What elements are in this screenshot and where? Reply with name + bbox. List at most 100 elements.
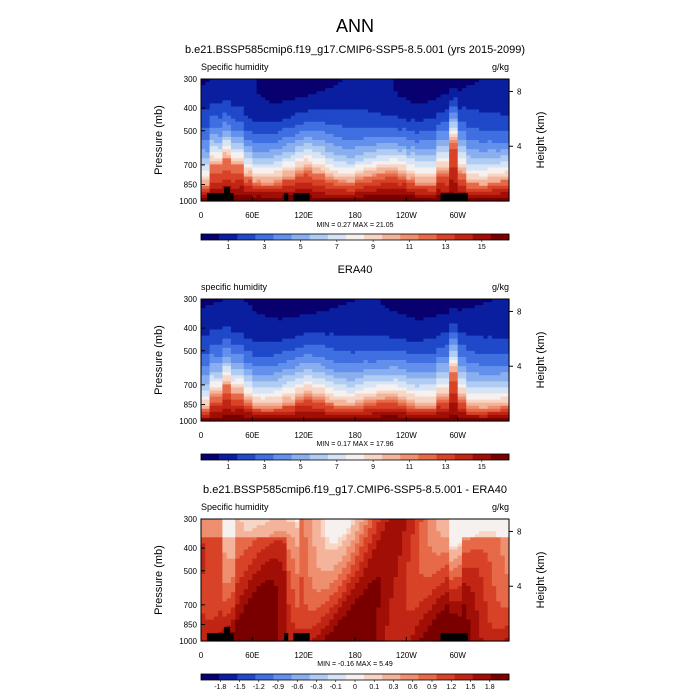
field-cell xyxy=(504,167,510,172)
field-cell xyxy=(496,326,502,331)
field-cell xyxy=(299,335,305,340)
field-cell xyxy=(474,130,480,135)
field-cell xyxy=(427,127,433,132)
field-cell xyxy=(218,136,223,141)
field-cell xyxy=(346,94,352,98)
field-cell xyxy=(397,369,403,373)
field-cell xyxy=(479,353,484,358)
field-cell xyxy=(325,85,330,89)
field-cell xyxy=(427,188,433,193)
field-cell xyxy=(222,124,228,129)
field-cell xyxy=(444,109,450,114)
field-cell xyxy=(427,369,433,373)
field-cell xyxy=(376,314,382,318)
field-cell xyxy=(303,170,309,175)
field-cell xyxy=(282,133,288,138)
field-cell xyxy=(363,332,369,337)
field-cell xyxy=(496,366,502,370)
field-cell xyxy=(402,115,407,120)
field-cell xyxy=(205,109,211,114)
field-cell xyxy=(461,103,467,108)
field-cell xyxy=(406,103,412,108)
field-cell xyxy=(483,91,489,95)
field-cell xyxy=(346,118,352,123)
field-cell xyxy=(423,176,429,181)
field-cell xyxy=(252,381,258,385)
field-cell xyxy=(218,167,223,172)
field-cell xyxy=(333,94,339,98)
field-cell xyxy=(209,124,215,129)
field-cell xyxy=(483,329,489,334)
field-cell xyxy=(376,167,382,172)
field-cell xyxy=(342,182,348,187)
field-cell xyxy=(483,299,489,303)
field-cell xyxy=(265,146,271,150)
field-cell xyxy=(406,130,412,135)
field-cell xyxy=(427,100,433,104)
field-cell xyxy=(359,299,365,303)
field-cell xyxy=(393,103,399,108)
field-cell xyxy=(363,308,369,312)
field-cell xyxy=(496,140,502,144)
field-cell xyxy=(500,314,506,318)
field-cell xyxy=(393,332,399,337)
field-cell xyxy=(427,133,433,138)
field-cell xyxy=(380,308,386,312)
field-cell xyxy=(320,372,326,376)
field-cell xyxy=(312,155,318,159)
field-cell xyxy=(384,146,390,150)
field-cell xyxy=(295,103,300,108)
field-cell xyxy=(496,197,502,202)
field-cell xyxy=(367,375,373,379)
field-cell xyxy=(427,124,433,129)
field-cell xyxy=(235,176,241,181)
field-cell xyxy=(333,338,339,343)
field-cell xyxy=(479,308,484,312)
field-cell xyxy=(213,356,219,361)
field-cell xyxy=(397,311,403,315)
field-cell xyxy=(316,140,322,144)
field-cell xyxy=(500,356,506,361)
field-cell xyxy=(402,88,407,92)
field-cell xyxy=(376,82,382,86)
field-cell xyxy=(470,353,476,358)
field-cell xyxy=(436,378,442,382)
field-cell xyxy=(367,149,373,153)
field-cell xyxy=(479,350,484,355)
field-cell xyxy=(243,194,249,199)
field-cell xyxy=(222,100,228,104)
field-cell xyxy=(432,176,437,181)
field-cell xyxy=(218,124,223,129)
field-cell xyxy=(312,106,318,111)
field-cell xyxy=(235,338,241,343)
field-cell xyxy=(209,152,215,156)
field-cell xyxy=(367,173,373,178)
field-cell xyxy=(500,360,506,364)
field-cell xyxy=(205,173,211,178)
field-cell xyxy=(453,140,459,144)
field-cell xyxy=(397,191,403,196)
field-cell xyxy=(483,191,489,196)
field-cell xyxy=(372,109,377,114)
field-cell xyxy=(474,194,480,199)
field-cell xyxy=(282,136,288,141)
field-cell xyxy=(333,88,339,92)
field-cell xyxy=(256,356,262,361)
field-cell xyxy=(265,136,271,141)
field-cell xyxy=(423,375,429,379)
field-cell xyxy=(427,299,433,303)
field-cell xyxy=(500,320,506,324)
field-cell xyxy=(384,127,390,132)
field-cell xyxy=(461,173,467,178)
field-cell xyxy=(380,302,386,306)
field-cell xyxy=(337,173,343,178)
field-cell xyxy=(312,360,318,364)
field-cell xyxy=(286,155,292,159)
field-cell xyxy=(295,124,300,129)
field-cell xyxy=(436,369,442,373)
field-cell xyxy=(427,311,433,315)
field-cell xyxy=(346,317,352,321)
field-cell xyxy=(487,311,493,315)
field-cell xyxy=(312,176,318,181)
